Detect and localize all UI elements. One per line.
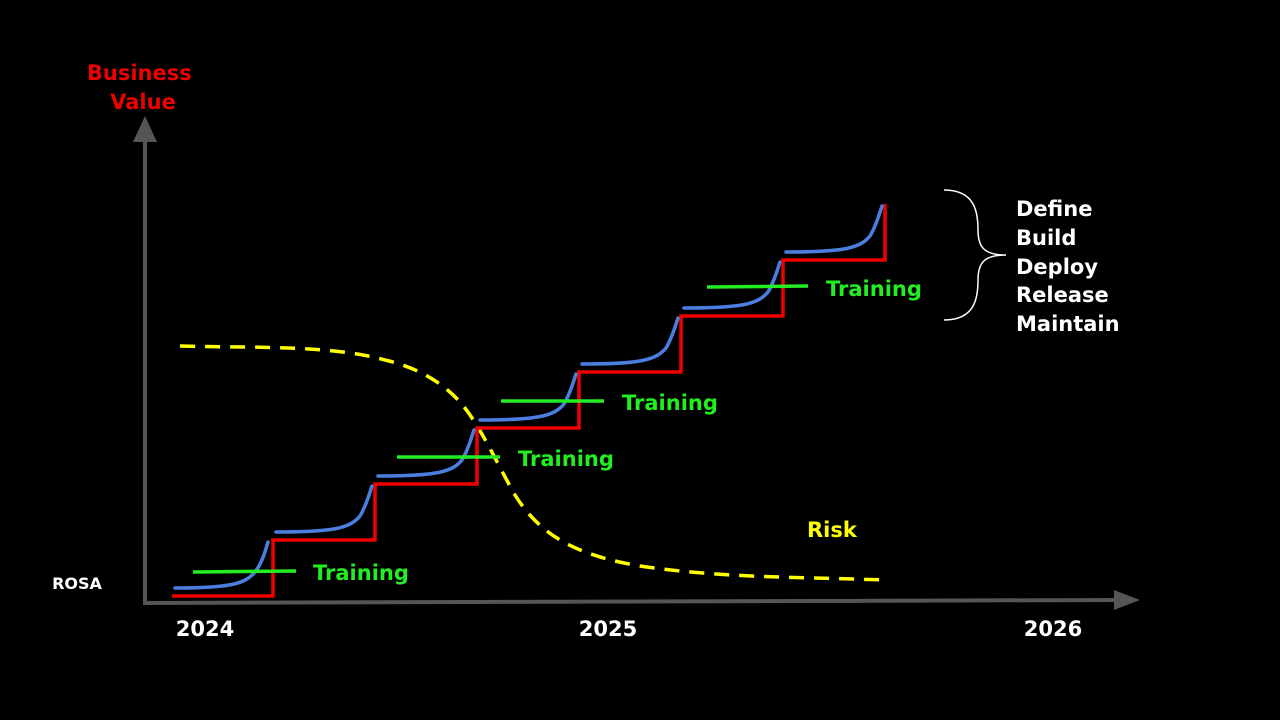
s-curve-6 — [682, 260, 782, 310]
x-axis — [142, 598, 1119, 605]
phase-release: Release — [1016, 283, 1109, 307]
training-label-4: Training — [826, 277, 922, 301]
s-curve-7 — [784, 204, 884, 254]
y-axis-label-line-1: Business — [87, 61, 192, 85]
y-axis-arrowhead — [133, 116, 157, 142]
training-lines — [192, 284, 809, 574]
s-curve-2 — [274, 484, 374, 534]
y-axis-label-line-2: Value — [110, 90, 176, 114]
s-curves — [173, 204, 884, 590]
phase-define: Define — [1016, 197, 1092, 221]
phases-brace — [943, 189, 1007, 321]
x-tick-2026: 2026 — [1024, 617, 1082, 641]
training-label-1: Training — [313, 561, 409, 585]
s-curve-3 — [376, 428, 476, 478]
baseline-label: ROSA — [52, 574, 102, 593]
x-tick-2024: 2024 — [176, 617, 234, 641]
risk-label: Risk — [807, 518, 858, 542]
x-axis-arrowhead — [1114, 590, 1140, 610]
training-line-4 — [706, 284, 809, 289]
y-axis-label: Business Value — [87, 61, 199, 114]
training-line-1 — [192, 569, 297, 574]
risk-curve — [179, 344, 886, 582]
s-curve-5 — [580, 316, 680, 366]
phases-list: Define Build Deploy Release Maintain — [1016, 197, 1120, 336]
phase-deploy: Deploy — [1016, 255, 1098, 279]
x-tick-2025: 2025 — [579, 617, 637, 641]
value-step-line — [172, 204, 887, 598]
s-curve-4 — [478, 372, 578, 422]
phase-maintain: Maintain — [1016, 312, 1120, 336]
phase-build: Build — [1016, 226, 1076, 250]
training-label-3: Training — [622, 391, 718, 415]
s-curve-1 — [173, 540, 270, 590]
training-label-2: Training — [518, 447, 614, 471]
